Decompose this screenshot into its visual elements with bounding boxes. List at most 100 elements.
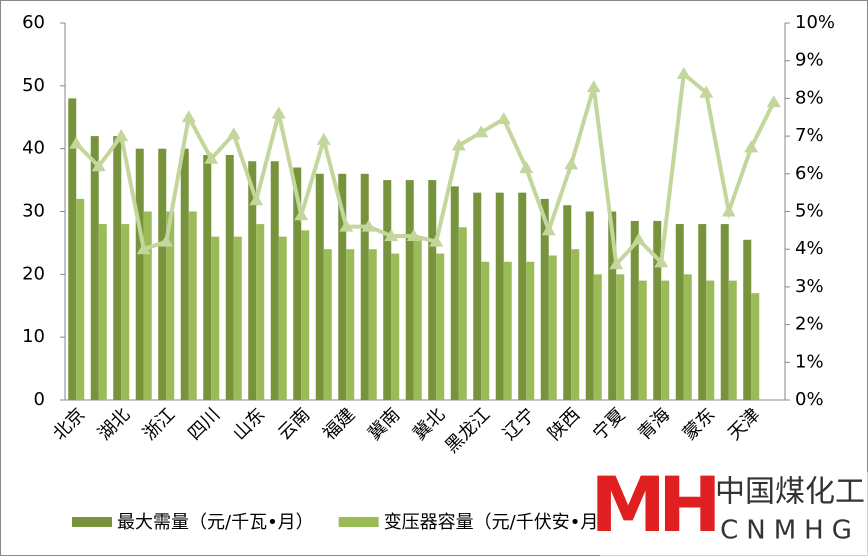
bar — [90, 136, 99, 400]
bar — [518, 192, 527, 400]
line-marker — [226, 127, 241, 140]
line-marker — [114, 129, 129, 142]
bar — [211, 236, 220, 400]
y2-tick-label: 9% — [795, 50, 824, 71]
y2-tick-label: 3% — [795, 276, 824, 297]
y2-tick-label: 6% — [795, 163, 824, 184]
line-marker — [541, 223, 556, 236]
line-marker — [271, 106, 286, 119]
y-tick-label: 30 — [22, 201, 45, 222]
bar — [450, 186, 459, 400]
bar — [638, 280, 647, 400]
bar — [683, 274, 692, 400]
bar — [188, 211, 197, 400]
bar — [428, 180, 437, 400]
line-marker — [721, 204, 736, 217]
bar — [158, 148, 167, 400]
legend-label: 变压器容量（元/千伏安•月） — [384, 512, 617, 533]
bar — [143, 211, 152, 400]
line-marker — [766, 95, 781, 108]
line-marker — [316, 132, 331, 145]
bar — [593, 274, 602, 400]
bar — [698, 224, 707, 400]
bar — [301, 230, 310, 400]
line-marker — [69, 136, 84, 149]
bar — [728, 280, 737, 400]
bar — [233, 236, 242, 400]
line-marker — [631, 232, 646, 245]
line-marker — [406, 229, 421, 242]
bar — [481, 261, 490, 400]
y2-tick-label: 8% — [795, 87, 824, 108]
line-marker — [204, 151, 219, 164]
legend-swatch — [72, 517, 112, 527]
legend-swatch — [338, 517, 379, 527]
y-tick-label: 20 — [22, 263, 45, 284]
bar — [368, 249, 377, 400]
bar — [548, 255, 557, 400]
y2-tick-label: 5% — [795, 201, 824, 222]
bar — [338, 173, 347, 400]
bar — [315, 173, 324, 400]
line-marker — [136, 242, 151, 255]
bar — [616, 274, 625, 400]
bar — [405, 180, 414, 400]
line-marker — [294, 208, 309, 221]
watermark-bg — [600, 472, 868, 556]
bar — [540, 198, 549, 400]
bar — [436, 253, 445, 400]
bar — [293, 167, 302, 400]
line-marker — [249, 193, 264, 206]
bar — [68, 98, 77, 401]
bar — [630, 220, 639, 400]
line-marker — [429, 234, 444, 247]
line-marker — [519, 161, 534, 174]
bar — [473, 192, 482, 400]
line-marker — [159, 234, 174, 247]
y2-tick-label: 7% — [795, 125, 824, 146]
bar — [270, 161, 279, 400]
line-marker — [474, 125, 489, 138]
bar — [585, 211, 594, 400]
y2-tick-label: 4% — [795, 238, 824, 259]
line-marker — [654, 255, 669, 268]
y2-tick-label: 1% — [795, 351, 824, 372]
bar — [413, 236, 422, 400]
line-marker — [339, 219, 354, 232]
line-marker — [384, 229, 399, 242]
bar — [720, 224, 729, 400]
bar — [675, 224, 684, 400]
line-marker — [451, 138, 466, 151]
bar — [360, 173, 369, 400]
watermark-name: 中国煤化工 — [715, 475, 865, 510]
y-tick-label: 10 — [22, 326, 45, 347]
y-tick-label: 50 — [22, 75, 45, 96]
y-tick-label: 40 — [22, 138, 45, 159]
bar — [383, 180, 392, 400]
y-tick-label: 0 — [34, 389, 45, 410]
line-marker — [676, 66, 691, 79]
watermark-code: CNMHG — [720, 516, 860, 546]
line-marker — [181, 110, 196, 123]
bar — [653, 220, 662, 400]
bar — [323, 249, 332, 400]
bar — [458, 227, 467, 400]
bar — [608, 211, 617, 400]
y2-tick-label: 0% — [795, 389, 824, 410]
bar — [495, 192, 504, 400]
bar — [751, 293, 760, 400]
y2-tick-label: 2% — [795, 314, 824, 335]
line-marker — [609, 257, 624, 270]
bar — [121, 224, 130, 400]
bar — [503, 261, 512, 400]
bar — [256, 224, 265, 400]
bar — [135, 148, 144, 400]
bar — [248, 161, 257, 400]
line-marker — [564, 157, 579, 170]
legend-label: 最大需量（元/千瓦•月） — [117, 512, 314, 533]
bar — [346, 249, 355, 400]
line-marker — [496, 112, 511, 125]
line-marker — [586, 80, 601, 93]
y-tick-label: 60 — [22, 12, 45, 33]
